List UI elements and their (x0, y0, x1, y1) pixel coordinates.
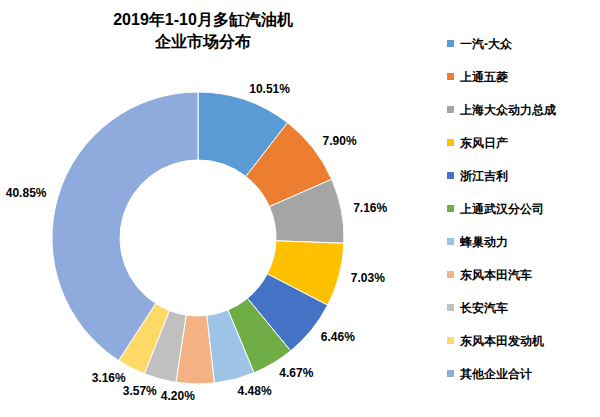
svg-text:浙江吉利: 浙江吉利 (459, 169, 508, 183)
svg-text:长安汽车: 长安汽车 (459, 301, 508, 315)
svg-text:4.67%: 4.67% (279, 366, 313, 380)
svg-text:东风本田汽车: 东风本田汽车 (459, 268, 532, 282)
svg-text:蜂巢动力: 蜂巢动力 (459, 235, 508, 249)
svg-text:7.03%: 7.03% (351, 271, 385, 285)
svg-text:10.51%: 10.51% (249, 82, 290, 96)
svg-text:2019年1-10月多缸汽油机: 2019年1-10月多缸汽油机 (113, 11, 293, 28)
svg-text:3.57%: 3.57% (123, 384, 157, 398)
svg-text:4.48%: 4.48% (238, 384, 272, 398)
svg-text:3.16%: 3.16% (92, 371, 126, 385)
svg-text:上通五菱: 上通五菱 (459, 70, 508, 84)
svg-text:企业市场分布: 企业市场分布 (154, 33, 251, 50)
svg-text:4.20%: 4.20% (161, 389, 195, 403)
svg-text:上通武汉分公司: 上通武汉分公司 (459, 202, 544, 216)
svg-text:6.46%: 6.46% (321, 330, 355, 344)
svg-text:7.16%: 7.16% (353, 201, 387, 215)
svg-text:上海大众动力总成: 上海大众动力总成 (459, 103, 556, 117)
svg-text:40.85%: 40.85% (6, 186, 47, 200)
svg-text:东风本田发动机: 东风本田发动机 (459, 334, 544, 348)
svg-text:一汽-大众: 一汽-大众 (460, 37, 513, 51)
svg-text:7.90%: 7.90% (323, 134, 357, 148)
svg-text:东风日产: 东风日产 (459, 136, 508, 150)
svg-text:其他企业合计: 其他企业合计 (459, 367, 532, 381)
